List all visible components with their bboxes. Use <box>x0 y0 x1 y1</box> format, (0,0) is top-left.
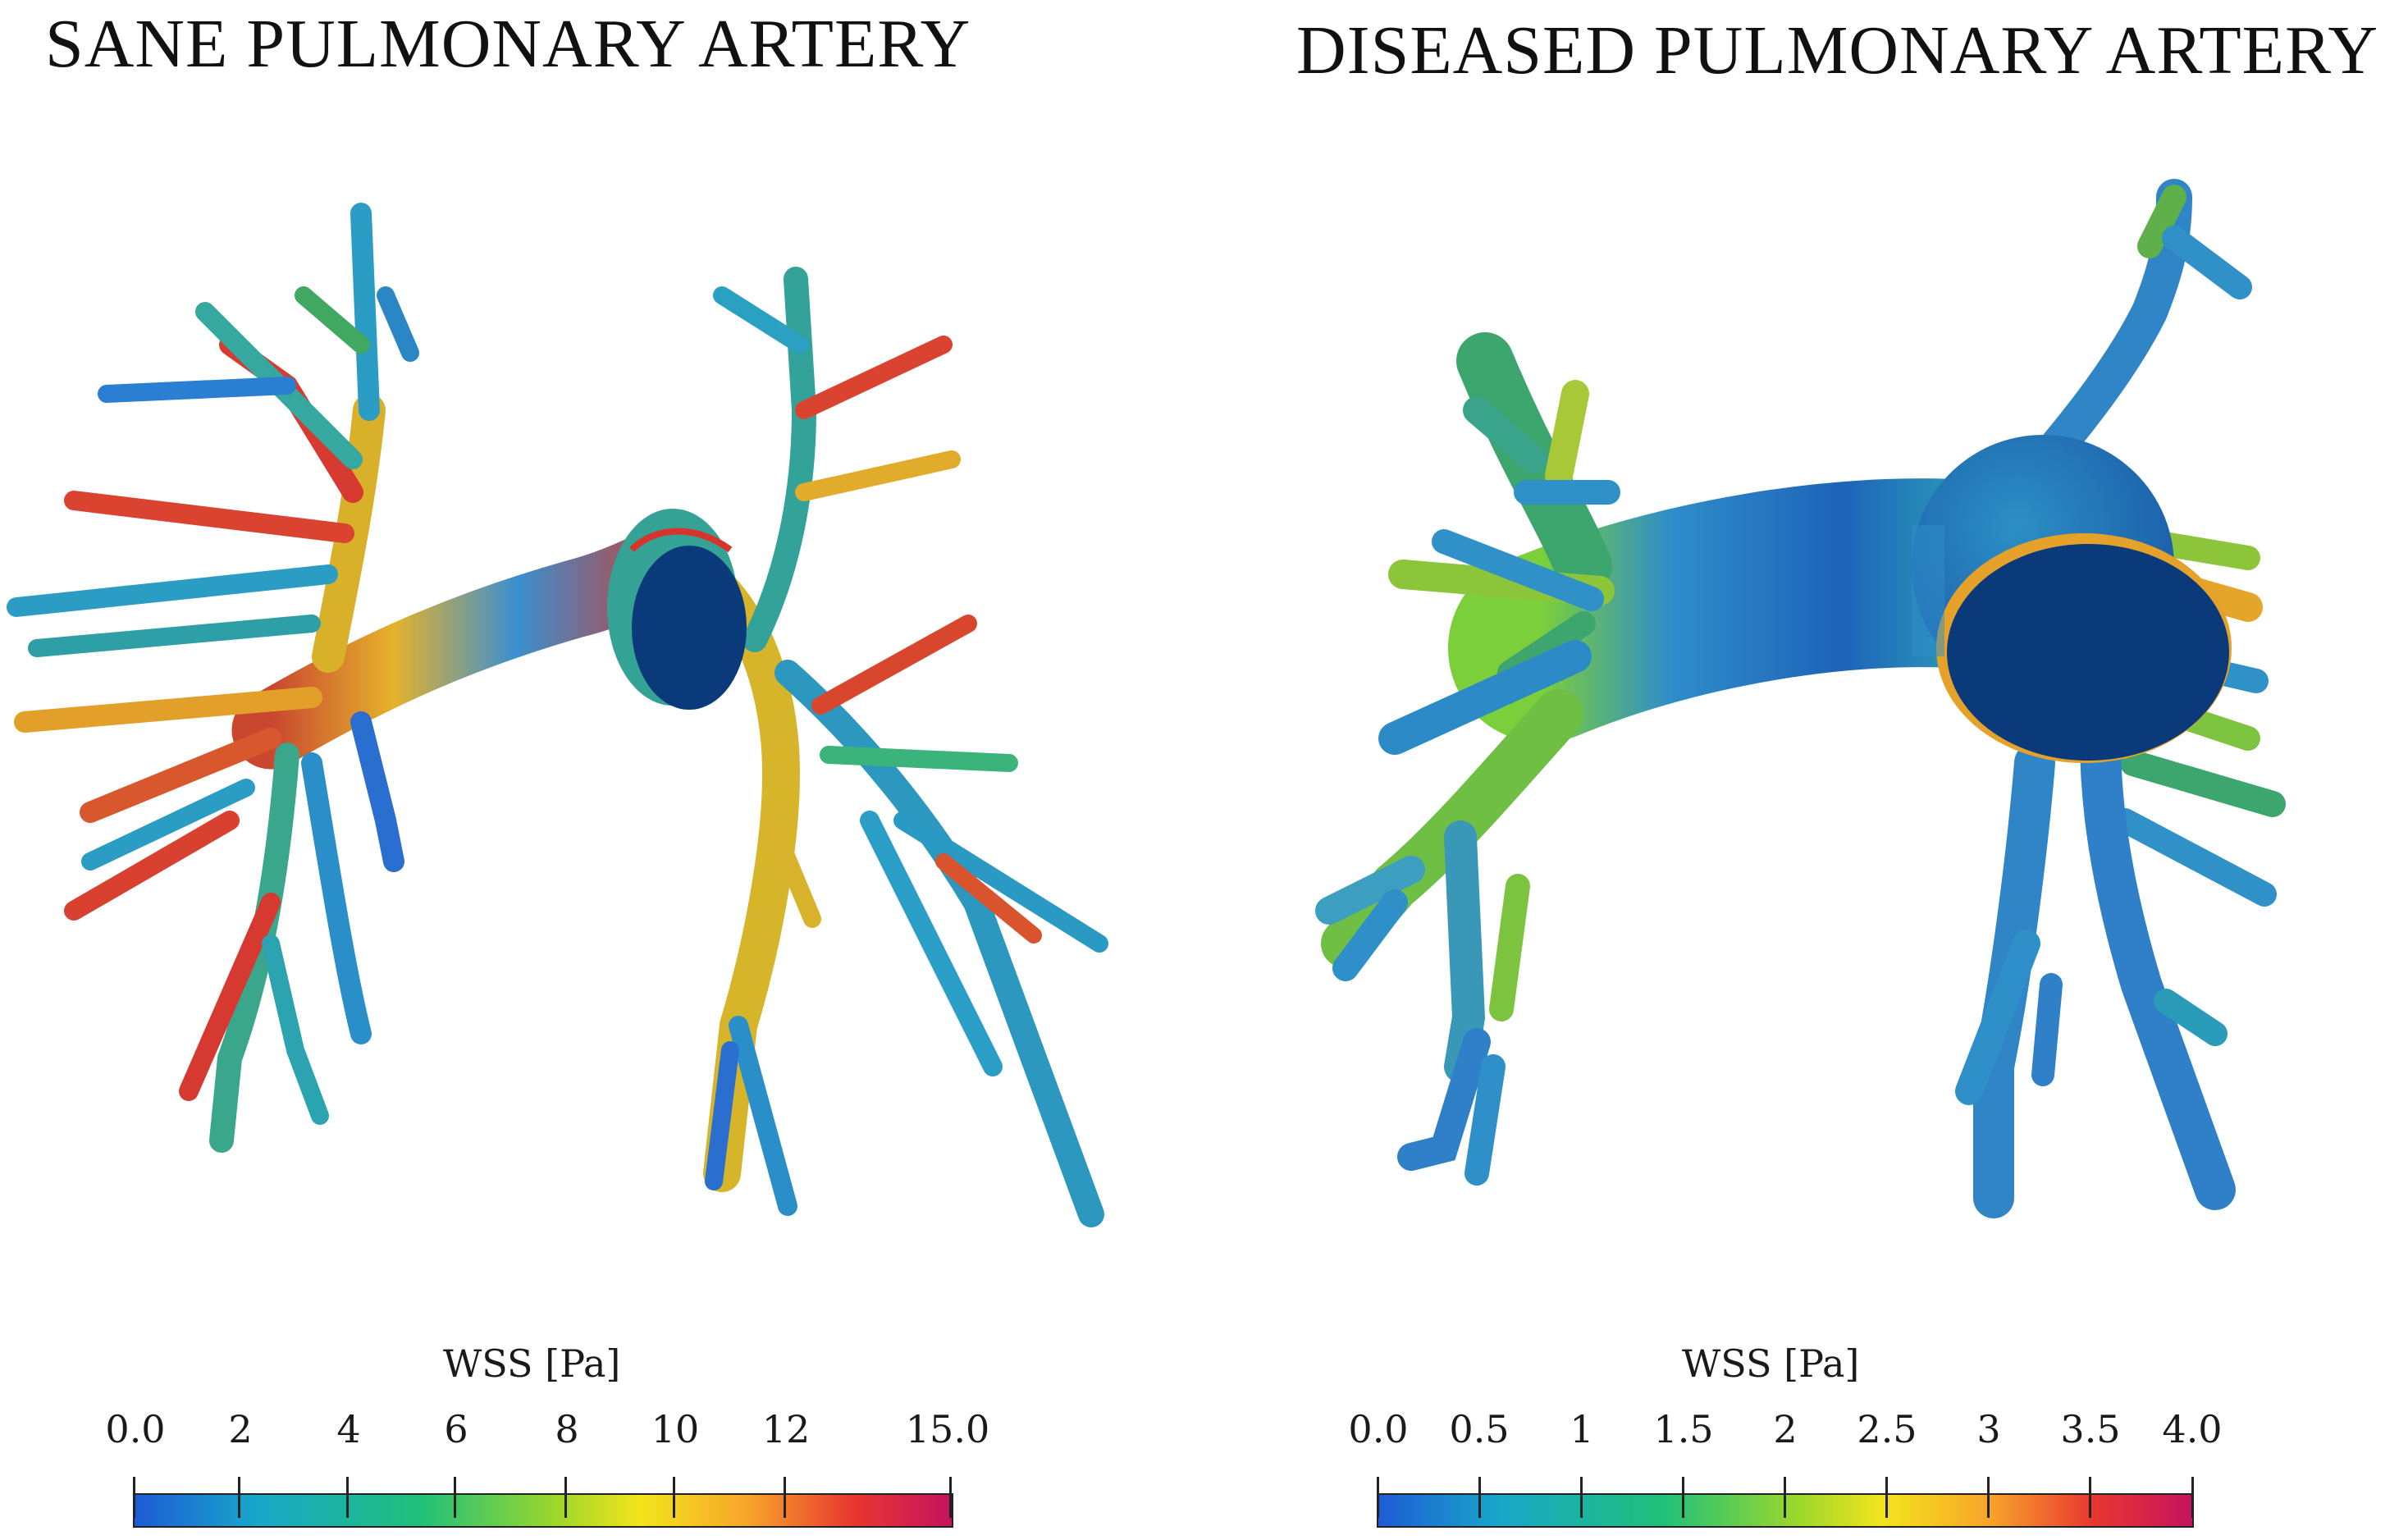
left-tick-label-1: 2 <box>228 1407 253 1451</box>
right-tick-label-4: 2 <box>1773 1407 1798 1451</box>
left-tick-label-2: 4 <box>336 1407 361 1451</box>
right-tick-mark-8 <box>2191 1477 2194 1518</box>
right-tick-mark-7 <box>2089 1477 2091 1518</box>
right-colorbar-title: WSS [Pa] <box>1682 1341 1860 1386</box>
left-tick-mark-6 <box>784 1477 786 1518</box>
left-tick-label-3: 6 <box>444 1407 468 1451</box>
left-tick-label-5: 10 <box>651 1407 700 1451</box>
right-tick-mark-2 <box>1580 1477 1583 1518</box>
left-colorbar-title: WSS [Pa] <box>443 1341 621 1386</box>
right-tick-mark-0 <box>1377 1477 1379 1518</box>
left-tick-mark-7 <box>949 1477 952 1518</box>
left-tick-mark-3 <box>454 1477 456 1518</box>
left-tick-mark-2 <box>346 1477 349 1518</box>
right-tick-label-8: 4.0 <box>2162 1407 2223 1451</box>
right-tick-mark-3 <box>1682 1477 1684 1518</box>
left-colorbar-gradient <box>133 1493 953 1528</box>
left-tick-label-6: 12 <box>761 1407 811 1451</box>
diseased-artery-model <box>1315 179 2286 1218</box>
right-panel-title: DISEASED PULMONARY ARTERY <box>1296 12 2379 89</box>
left-panel-title: SANE PULMONARY ARTERY <box>45 6 971 82</box>
right-tick-label-0: 0.0 <box>1348 1407 1409 1451</box>
right-tick-mark-4 <box>1784 1477 1786 1518</box>
right-tick-label-3: 1.5 <box>1653 1407 1714 1451</box>
left-tick-mark-1 <box>238 1477 240 1518</box>
left-tick-label-0: 0.0 <box>105 1407 166 1451</box>
left-tick-label-7: 15.0 <box>905 1407 990 1451</box>
right-tick-label-1: 0.5 <box>1449 1407 1510 1451</box>
right-tick-label-5: 2.5 <box>1857 1407 1917 1451</box>
left-tick-mark-4 <box>564 1477 567 1518</box>
left-tick-label-4: 8 <box>555 1407 579 1451</box>
right-tick-label-2: 1 <box>1570 1407 1594 1451</box>
right-tick-label-7: 3.5 <box>2060 1407 2121 1451</box>
right-tick-mark-5 <box>1885 1477 1888 1518</box>
left-tick-mark-5 <box>673 1477 675 1518</box>
right-tick-mark-6 <box>1987 1477 1990 1518</box>
right-tick-label-6: 3 <box>1976 1407 2001 1451</box>
left-tick-mark-0 <box>133 1477 135 1518</box>
sane-artery-model <box>7 203 1108 1227</box>
right-tick-mark-1 <box>1478 1477 1481 1518</box>
